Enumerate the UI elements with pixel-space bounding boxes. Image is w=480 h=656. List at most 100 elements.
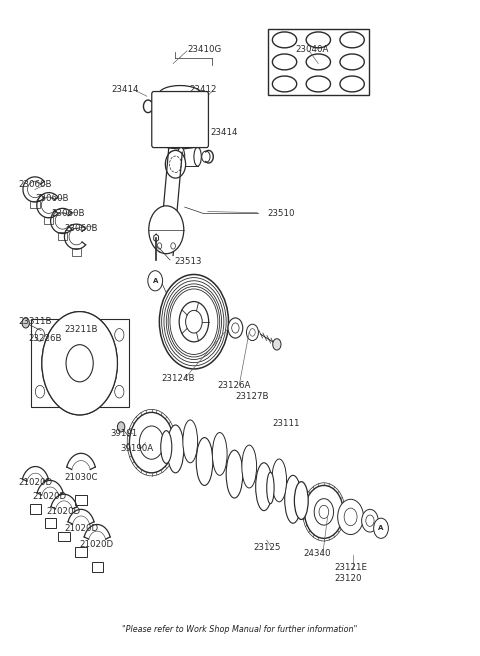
Text: 23125: 23125 [253, 543, 280, 552]
Ellipse shape [212, 432, 227, 476]
Circle shape [130, 413, 174, 473]
Circle shape [66, 344, 93, 382]
Circle shape [59, 382, 65, 392]
Circle shape [59, 335, 65, 344]
Bar [31, 319, 129, 407]
Text: 23414: 23414 [210, 129, 238, 137]
Bar [268, 29, 369, 95]
Circle shape [168, 287, 220, 357]
Circle shape [314, 499, 334, 525]
Text: 23124B: 23124B [162, 374, 195, 383]
Ellipse shape [177, 147, 185, 166]
Text: 21020D: 21020D [47, 507, 81, 516]
FancyBboxPatch shape [152, 92, 208, 148]
Text: 39191: 39191 [110, 429, 137, 438]
Circle shape [139, 426, 164, 459]
Text: 23410G: 23410G [187, 45, 221, 54]
Bar [72, 248, 81, 256]
Circle shape [228, 318, 243, 338]
Text: 23121E: 23121E [334, 563, 367, 572]
Circle shape [115, 329, 124, 341]
Circle shape [159, 274, 228, 369]
Circle shape [165, 150, 186, 178]
Text: 23513: 23513 [175, 256, 202, 266]
Circle shape [127, 409, 176, 476]
Text: 21020D: 21020D [18, 478, 52, 487]
Bar [92, 562, 103, 572]
Circle shape [232, 323, 239, 333]
Circle shape [170, 289, 218, 354]
Circle shape [42, 312, 118, 415]
Ellipse shape [267, 472, 274, 504]
Circle shape [179, 302, 209, 342]
Text: 23126A: 23126A [217, 381, 251, 390]
Ellipse shape [226, 450, 243, 498]
Polygon shape [227, 462, 257, 479]
Text: 39190A: 39190A [120, 444, 153, 453]
Circle shape [101, 359, 108, 367]
Circle shape [338, 499, 363, 535]
Circle shape [94, 335, 100, 344]
Bar [75, 495, 87, 505]
Ellipse shape [256, 462, 272, 510]
Circle shape [36, 385, 45, 398]
Text: "Please refer to Work Shop Manual for further information": "Please refer to Work Shop Manual for fu… [122, 625, 358, 634]
Polygon shape [168, 436, 198, 454]
Text: 23211B: 23211B [64, 325, 97, 334]
Circle shape [76, 325, 83, 334]
Text: 23226B: 23226B [28, 334, 61, 342]
Ellipse shape [167, 425, 184, 473]
Circle shape [319, 505, 329, 518]
Circle shape [361, 509, 378, 532]
Text: 21030C: 21030C [64, 474, 97, 482]
Polygon shape [257, 474, 287, 493]
Circle shape [302, 483, 345, 541]
Ellipse shape [196, 438, 213, 485]
Ellipse shape [183, 420, 198, 462]
Text: 23060B: 23060B [35, 194, 69, 203]
Circle shape [149, 206, 184, 254]
Circle shape [22, 318, 29, 328]
Ellipse shape [161, 430, 172, 463]
Text: 23120: 23120 [334, 574, 361, 583]
Circle shape [166, 284, 222, 359]
Text: 23060B: 23060B [64, 224, 97, 233]
Circle shape [162, 277, 226, 366]
Text: A: A [153, 277, 158, 284]
Text: 21020D: 21020D [80, 540, 114, 549]
Circle shape [115, 385, 124, 398]
Circle shape [157, 243, 162, 249]
Circle shape [171, 243, 175, 249]
Text: 23060B: 23060B [18, 180, 51, 189]
Ellipse shape [194, 147, 201, 166]
Text: 23127B: 23127B [235, 392, 269, 401]
Circle shape [42, 312, 118, 415]
Circle shape [273, 338, 281, 350]
Text: 23111: 23111 [272, 419, 300, 428]
Ellipse shape [285, 476, 301, 523]
Text: 21020D: 21020D [33, 492, 67, 501]
Bar [45, 518, 56, 527]
Circle shape [76, 392, 83, 401]
Circle shape [168, 151, 177, 163]
Circle shape [344, 508, 357, 525]
Circle shape [66, 344, 93, 382]
Circle shape [304, 485, 343, 539]
Bar [59, 532, 70, 541]
Text: 23040A: 23040A [295, 45, 329, 54]
Circle shape [250, 329, 255, 336]
Circle shape [52, 359, 58, 367]
Circle shape [148, 271, 163, 291]
Bar [58, 232, 67, 240]
Polygon shape [197, 449, 227, 466]
Text: 23412: 23412 [189, 85, 217, 94]
Circle shape [118, 422, 125, 432]
Bar [44, 216, 53, 224]
Bar [75, 547, 86, 556]
Text: A: A [378, 525, 384, 531]
Text: 23311B: 23311B [18, 318, 51, 326]
Text: 23060B: 23060B [51, 209, 84, 218]
Text: 23510: 23510 [268, 209, 295, 218]
Text: 24340: 24340 [303, 549, 331, 558]
Circle shape [246, 324, 258, 340]
